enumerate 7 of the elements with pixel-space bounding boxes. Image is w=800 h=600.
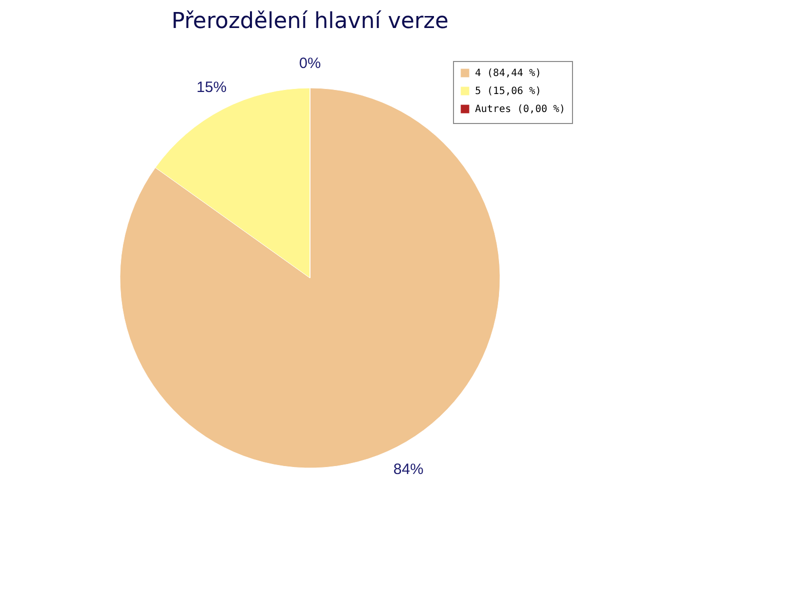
legend-label: 4 (84,44 %) [475, 68, 542, 79]
text: 0% [299, 55, 321, 72]
data-label: 84% [393, 461, 424, 478]
data-label: 15% [196, 78, 227, 96]
chart-title: Přerozdělení hlavní verze [171, 9, 449, 34]
legend-label: Autres (0,00 %) [475, 104, 566, 115]
legend-label: 5 (15,06 %) [475, 86, 542, 97]
